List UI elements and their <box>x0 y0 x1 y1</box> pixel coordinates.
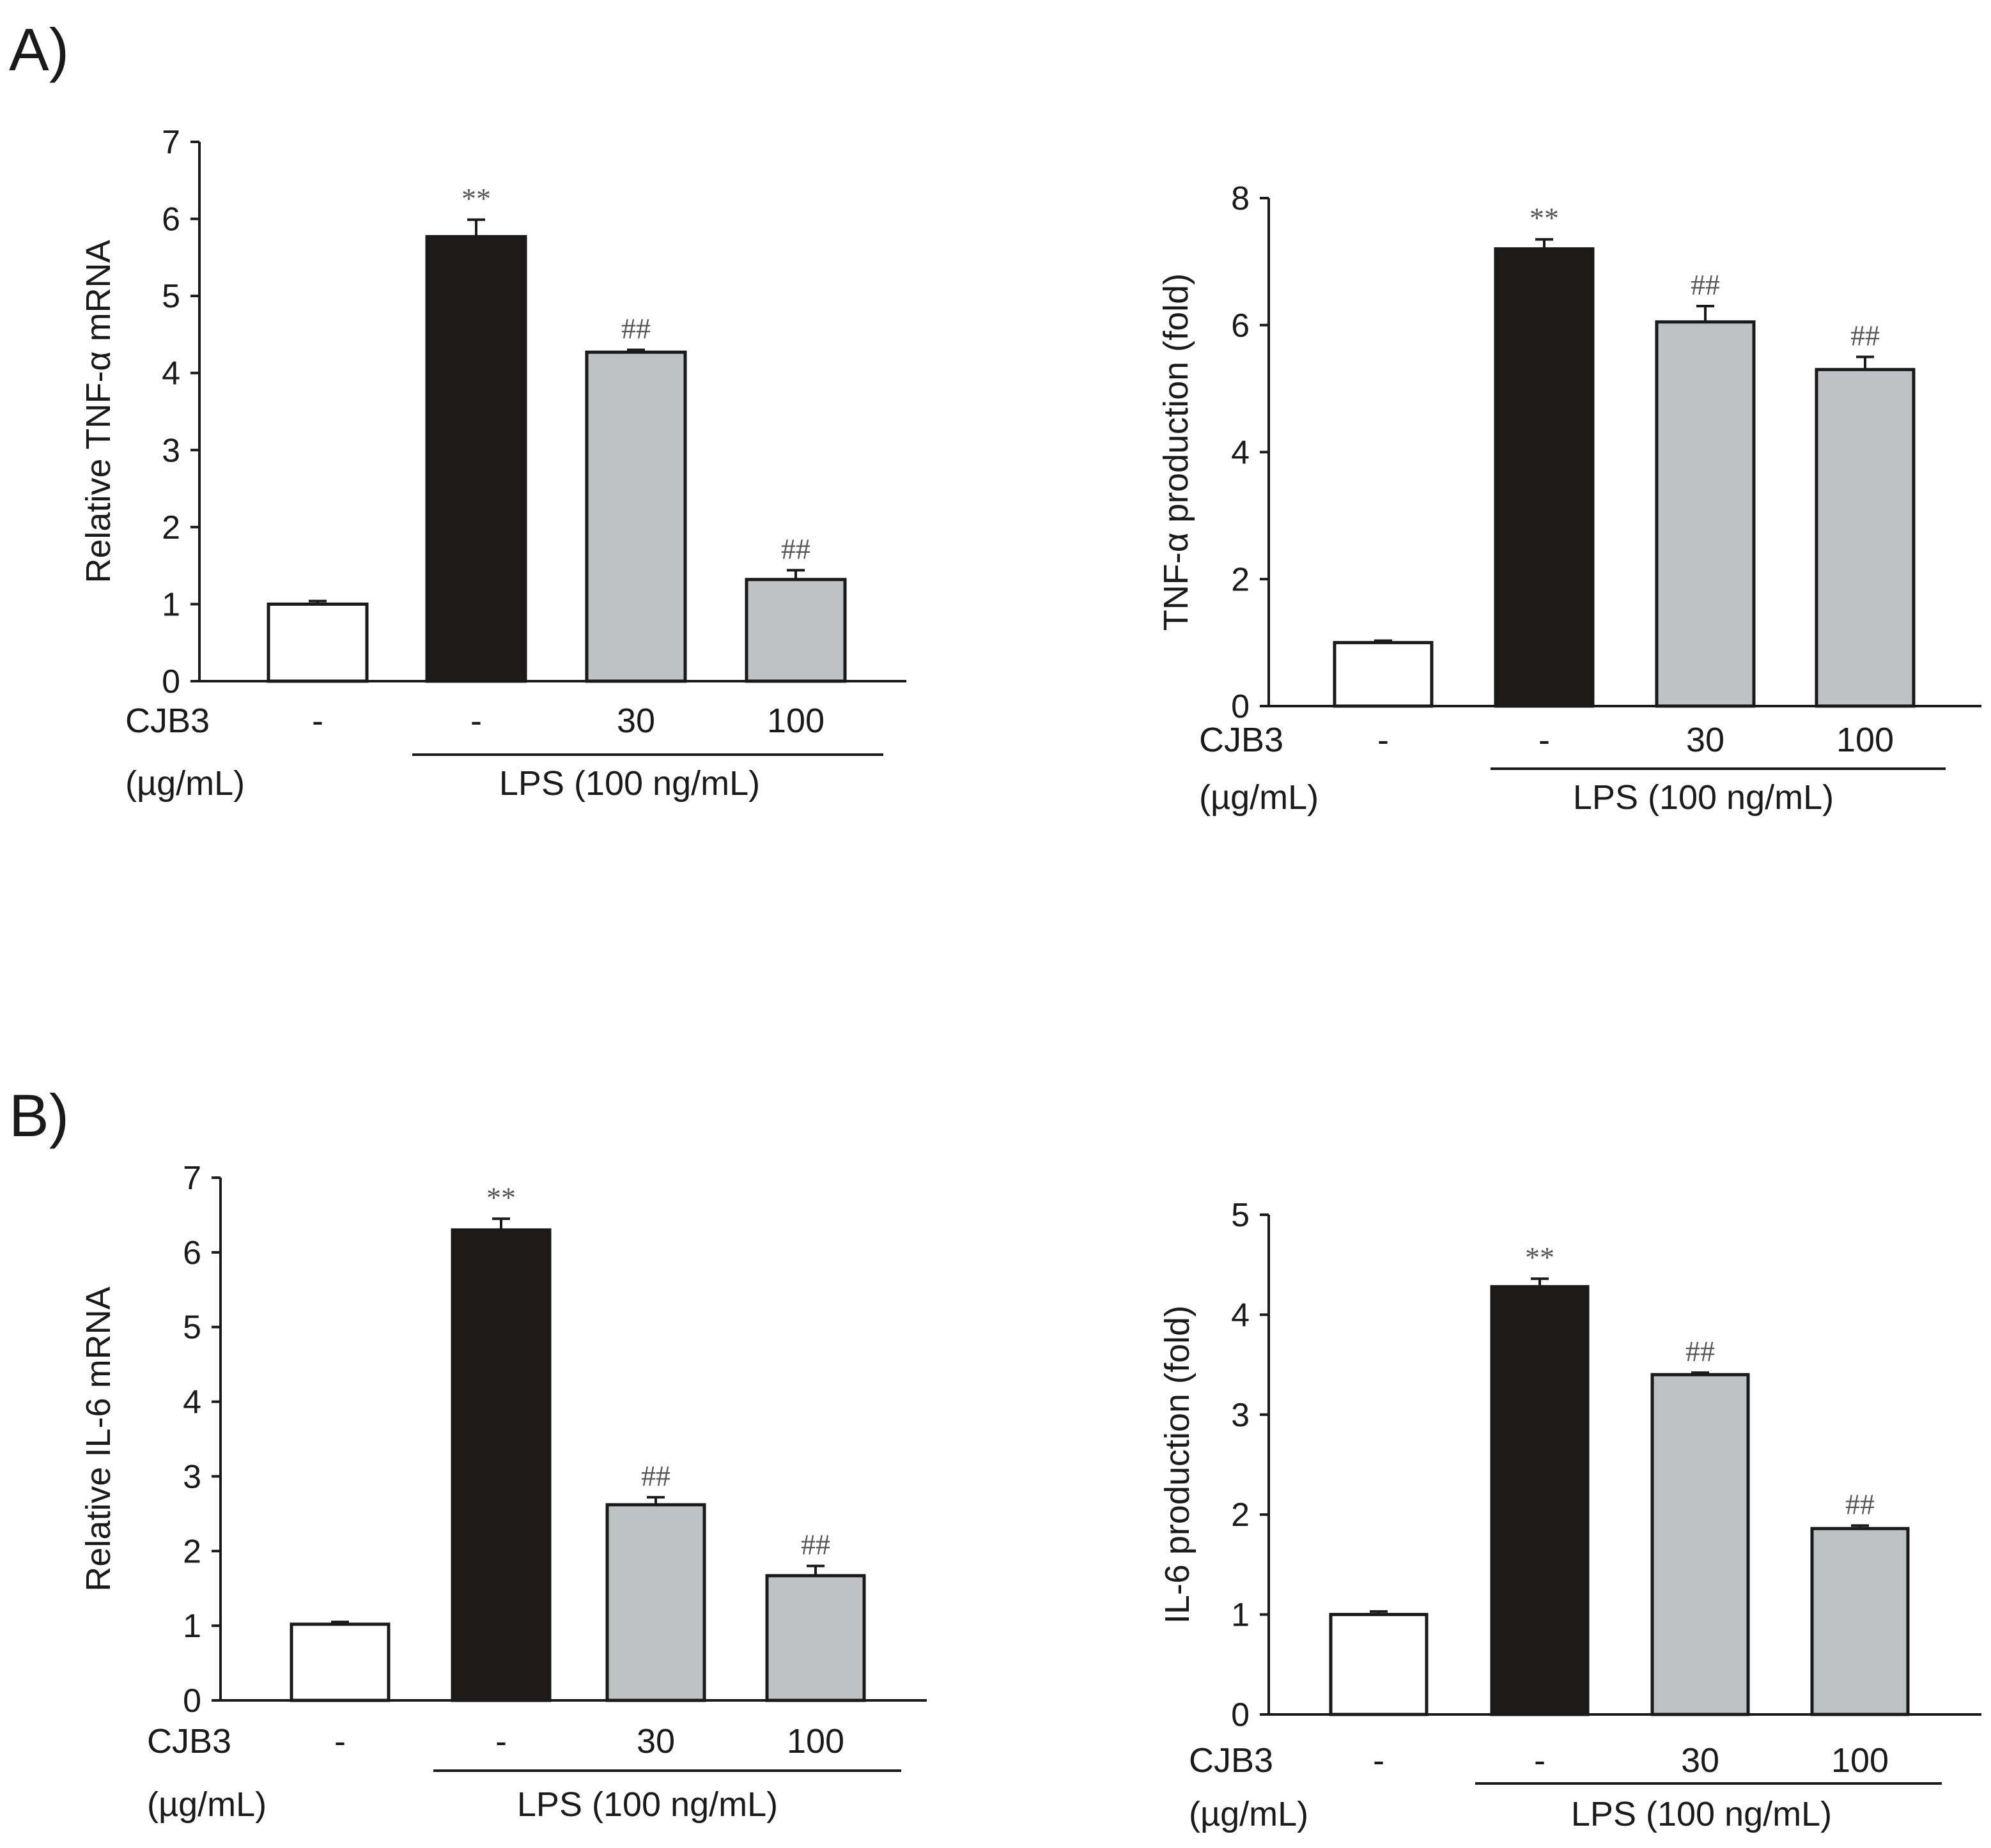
y-tick-label: 0 <box>162 663 180 700</box>
y-tick-label: 4 <box>1231 435 1250 472</box>
dose-label: 100 <box>1836 721 1894 759</box>
significance-label: ## <box>801 1528 830 1561</box>
y-tick-label: 3 <box>162 432 180 469</box>
y-axis-title: Relative IL-6 mRNA <box>79 1286 118 1591</box>
bar <box>1494 247 1595 708</box>
y-tick-label: 3 <box>183 1458 201 1495</box>
cjb3-label: CJB3 <box>1189 1741 1273 1780</box>
y-axis-title: Relative TNF-α mRNA <box>79 240 118 583</box>
y-tick-label: 2 <box>183 1533 201 1570</box>
cjb3-label: CJB3 <box>1199 721 1283 759</box>
chart-3: 0 1 2 3 4 5 6 7 Relative IL-6 mRNA - ** - ## 30 ## 100 C… <box>79 1160 927 1824</box>
units-label: (µg/mL) <box>125 764 245 803</box>
dose-label: - <box>470 702 482 740</box>
chart-4: 0 1 2 3 4 5 IL-6 production (fold) - ** - ## 30 ## 10… <box>1158 1197 1981 1833</box>
bar <box>745 578 847 683</box>
y-axis-title: IL-6 production (fold) <box>1158 1305 1197 1624</box>
significance-label: ## <box>781 532 810 565</box>
cjb3-label: CJB3 <box>125 702 210 740</box>
dose-label: - <box>334 1722 346 1760</box>
bar <box>290 1622 391 1702</box>
significance-label: ## <box>641 1459 670 1492</box>
y-tick-label: 7 <box>183 1160 201 1197</box>
bar <box>1810 1527 1910 1716</box>
y-tick-label: 4 <box>162 355 180 392</box>
significance-label: ** <box>1525 1241 1554 1274</box>
dose-label: - <box>1377 721 1389 759</box>
y-tick-label: 5 <box>1231 1197 1250 1234</box>
units-label: (µg/mL) <box>147 1785 267 1824</box>
dose-label: - <box>1534 1741 1546 1780</box>
bar <box>1329 1613 1429 1716</box>
y-tick-label: 8 <box>1231 180 1250 217</box>
units-label: (µg/mL) <box>1199 778 1319 817</box>
significance-label: ## <box>621 312 651 345</box>
significance-label: ## <box>1845 1488 1875 1520</box>
y-tick-label: 6 <box>1231 307 1250 344</box>
y-tick-label: 6 <box>162 201 180 238</box>
y-tick-label: 4 <box>183 1384 201 1421</box>
significance-label: ## <box>1691 268 1720 301</box>
y-tick-label: 4 <box>1231 1297 1250 1334</box>
dose-label: 30 <box>1686 721 1724 759</box>
cjb3-label: CJB3 <box>147 1722 231 1760</box>
y-tick-label: 6 <box>183 1235 201 1272</box>
significance-label: ** <box>461 182 491 215</box>
dose-label: - <box>495 1722 507 1760</box>
y-tick-label: 5 <box>162 278 180 315</box>
dose-label: 100 <box>1831 1741 1889 1780</box>
significance-label: ## <box>1685 1335 1715 1367</box>
y-tick-label: 5 <box>183 1309 201 1346</box>
bar <box>425 235 527 683</box>
bar <box>1333 641 1434 708</box>
y-tick-label: 2 <box>1231 561 1250 598</box>
panel-label-a: A) <box>9 16 69 83</box>
bar <box>1815 367 1916 708</box>
lps-label: LPS (100 ng/mL) <box>1573 778 1834 817</box>
bar <box>1655 320 1756 708</box>
dose-label: 100 <box>787 1722 844 1760</box>
bar <box>765 1574 866 1702</box>
dose-label: 30 <box>617 702 655 740</box>
y-tick-label: 2 <box>1231 1497 1250 1534</box>
bar <box>451 1228 552 1702</box>
y-tick-label: 1 <box>183 1608 201 1645</box>
lps-label: LPS (100 ng/mL) <box>1571 1795 1832 1833</box>
y-tick-label: 0 <box>1231 1697 1250 1734</box>
significance-label: ** <box>486 1181 516 1213</box>
dose-label: - <box>1373 1741 1384 1780</box>
significance-label: ** <box>1530 202 1559 235</box>
dose-label: 100 <box>767 702 825 740</box>
significance-label: ## <box>1850 319 1880 351</box>
bar <box>1650 1373 1750 1716</box>
dose-label: 30 <box>637 1722 675 1760</box>
lps-label: LPS (100 ng/mL) <box>517 1785 778 1824</box>
chart-1: 0 1 2 3 4 5 6 7 Relative TNF-α mRNA - ** - ## 30 ## 100… <box>79 124 906 803</box>
y-tick-label: 7 <box>162 124 180 161</box>
y-axis-title: TNF-α production (fold) <box>1157 273 1195 631</box>
y-tick-label: 0 <box>183 1682 201 1720</box>
dose-label: 30 <box>1681 1741 1719 1780</box>
units-label: (µg/mL) <box>1189 1795 1308 1833</box>
bar <box>605 1503 706 1702</box>
bar <box>1490 1285 1590 1716</box>
panel-label-b: B) <box>9 1082 69 1149</box>
bar <box>267 602 369 683</box>
y-tick-label: 0 <box>1231 688 1250 725</box>
dose-label: - <box>312 702 323 740</box>
bar <box>585 350 687 683</box>
chart-2: 0 2 4 6 8 TNF-α production (fold) - ** - ## 30 ## 10… <box>1157 180 1981 817</box>
lps-label: LPS (100 ng/mL) <box>499 764 760 803</box>
y-tick-label: 2 <box>162 509 180 546</box>
y-tick-label: 1 <box>162 586 180 623</box>
dose-label: - <box>1538 721 1550 759</box>
y-tick-label: 3 <box>1231 1397 1250 1434</box>
y-tick-label: 1 <box>1231 1597 1250 1634</box>
